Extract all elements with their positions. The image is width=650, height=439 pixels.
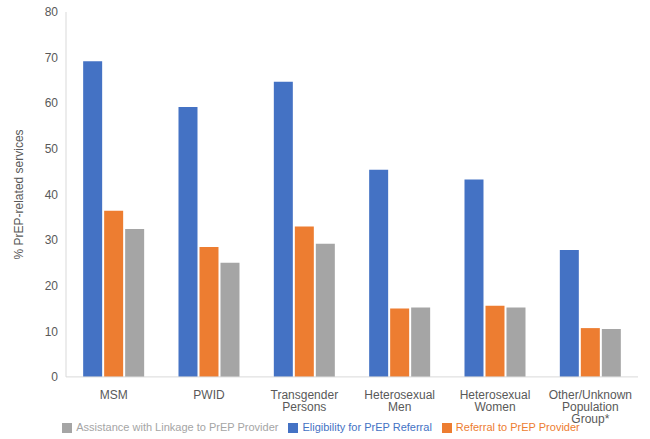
svg-text:MSM: MSM: [100, 388, 128, 402]
svg-text:% PrEP-related services: % PrEP-related services: [12, 129, 26, 259]
html-text:Assistance with Linkage to PrE: Assistance with Linkage to PrEP Provider: [76, 420, 279, 433]
svg-text:70: 70: [45, 51, 59, 65]
svg-text:HeterosexualMen: HeterosexualMen: [364, 388, 435, 414]
html-text:Referral to PrEP Provider: Referral to PrEP Provider: [455, 420, 580, 433]
svg-text:40: 40: [45, 188, 59, 202]
svg-text:0: 0: [51, 370, 58, 384]
svg-text:10: 10: [45, 325, 59, 339]
svg-text:PWID: PWID: [193, 388, 225, 402]
svg-text:30: 30: [45, 233, 59, 247]
svg-text:50: 50: [45, 142, 59, 156]
html-text:Eligibility for PrEP Referral: Eligibility for PrEP Referral: [302, 420, 432, 433]
svg-text:TransgenderPersons: TransgenderPersons: [271, 388, 339, 414]
svg-text:Other/UnknownPopulationGroup*: Other/UnknownPopulationGroup*: [549, 388, 632, 426]
svg-text:60: 60: [45, 96, 59, 110]
svg-text:HeterosexualWomen: HeterosexualWomen: [460, 388, 531, 414]
svg-text:80: 80: [45, 5, 59, 19]
svg-text:20: 20: [45, 279, 59, 293]
